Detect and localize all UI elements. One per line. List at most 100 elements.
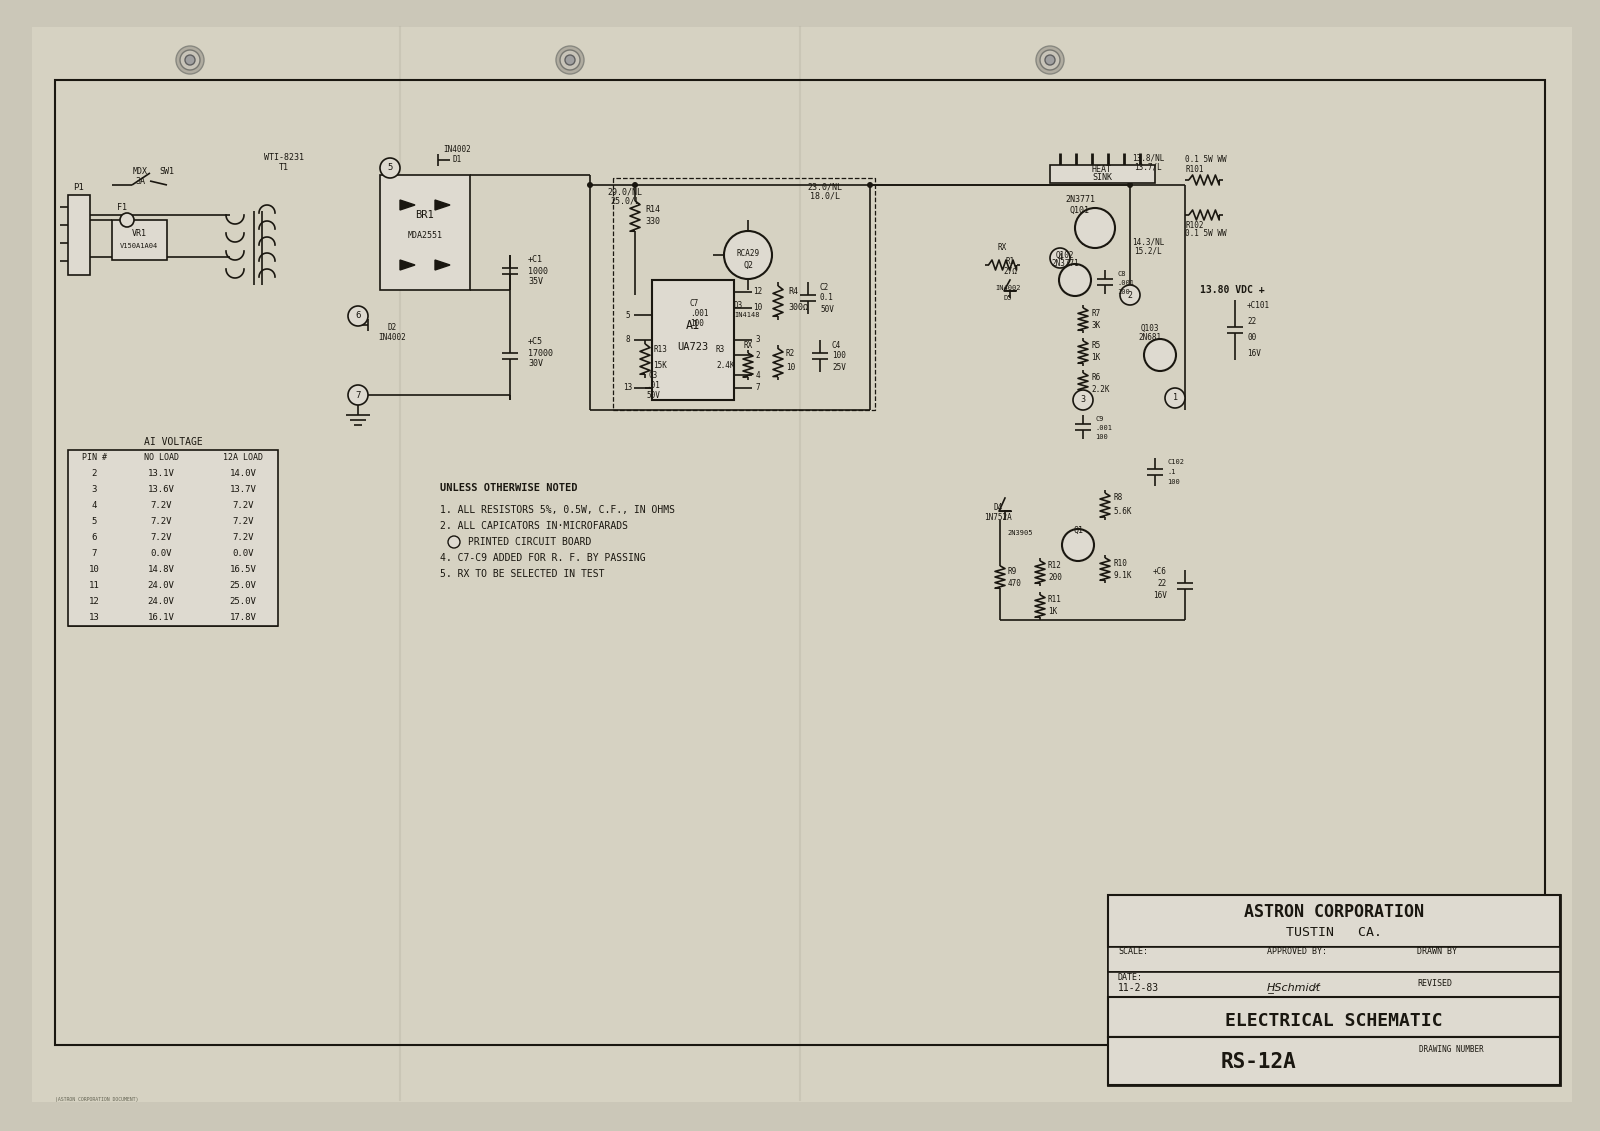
Text: 100: 100 [1117,290,1130,295]
Circle shape [867,182,874,188]
Text: 0.1 5W WW: 0.1 5W WW [1186,228,1227,238]
Text: 23.0/NL: 23.0/NL [808,182,843,191]
Bar [1107,972,1560,998]
Circle shape [565,55,574,64]
Circle shape [1074,390,1093,411]
Text: F1: F1 [117,204,126,213]
Text: .1: .1 [1166,469,1176,475]
Text: .001: .001 [690,310,709,319]
Bar [1107,1037,1560,1085]
Text: H̲Schmidt̸: H̲Schmidt̸ [1267,983,1320,993]
Bar [67,450,278,625]
Circle shape [179,50,200,70]
Text: C4: C4 [832,340,842,349]
Text: 13.80 VDC +: 13.80 VDC + [1200,285,1264,295]
Text: 1K: 1K [1091,354,1101,363]
Text: D5: D5 [1003,295,1013,301]
Text: C7: C7 [690,300,699,309]
Text: 3K: 3K [1091,320,1101,329]
Text: 16V: 16V [1154,592,1166,601]
Circle shape [1050,248,1070,268]
Text: 100: 100 [1166,480,1179,485]
Text: 3A: 3A [134,176,146,185]
Text: D2: D2 [387,323,397,333]
Text: BR1: BR1 [416,210,434,221]
Text: R4: R4 [787,287,798,296]
Text: 24.0V: 24.0V [147,597,174,606]
Text: SW1: SW1 [160,166,174,175]
Bar [400,0,600,1131]
Text: C3: C3 [648,371,658,380]
Text: 00: 00 [1246,334,1256,343]
Text: ELECTRICAL SCHEMATIC: ELECTRICAL SCHEMATIC [1226,1012,1443,1030]
Text: 330: 330 [645,217,661,226]
Text: 16.1V: 16.1V [147,613,174,622]
Circle shape [560,50,579,70]
Text: A1: A1 [686,319,701,333]
Text: 7: 7 [755,383,760,392]
Bar [67,195,90,275]
Text: 1N752A: 1N752A [984,513,1011,523]
Text: R3: R3 [717,345,725,354]
Bar [54,80,1546,1045]
Text: 16.5V: 16.5V [229,566,256,575]
Text: 2.4K: 2.4K [717,361,734,370]
Text: 3: 3 [1080,396,1085,405]
Text: 13.7V: 13.7V [229,485,256,494]
Text: R7: R7 [1091,309,1101,318]
Text: R101: R101 [1186,165,1203,174]
Text: 7.2V: 7.2V [232,501,254,510]
Text: PRINTED CIRCUIT BOARD: PRINTED CIRCUIT BOARD [467,537,592,547]
Text: 0.1 5W WW: 0.1 5W WW [1186,155,1227,164]
Text: D4: D4 [994,503,1003,512]
Text: IN4002: IN4002 [443,146,470,155]
Text: 7.2V: 7.2V [232,518,254,527]
Circle shape [1165,388,1186,408]
Text: 2. ALL CAPICATORS IN·MICROFARADS: 2. ALL CAPICATORS IN·MICROFARADS [440,521,627,530]
Text: 5.6K: 5.6K [1114,508,1131,517]
Text: 9.1K: 9.1K [1114,570,1131,579]
Text: 0.0V: 0.0V [232,550,254,559]
Text: T1: T1 [278,164,290,173]
Circle shape [1040,50,1059,70]
Text: 7: 7 [91,550,96,559]
Circle shape [1045,55,1054,64]
Text: 17.8V: 17.8V [229,613,256,622]
Text: C9: C9 [1094,416,1104,422]
Text: 14.8V: 14.8V [147,566,174,575]
Text: 30V: 30V [528,360,542,369]
Text: 2: 2 [755,351,760,360]
Text: 35V: 35V [528,277,542,286]
Polygon shape [435,200,450,210]
Text: HEAT: HEAT [1091,165,1112,174]
Polygon shape [400,200,414,210]
Text: 2N3771: 2N3771 [1051,259,1078,268]
Text: 12: 12 [754,287,763,296]
Polygon shape [400,260,414,270]
Text: 2: 2 [91,469,96,478]
Bar [653,280,734,400]
Text: 25V: 25V [832,363,846,371]
Text: +C6: +C6 [1154,568,1166,577]
Bar [1107,895,1560,947]
Text: 0.0V: 0.0V [150,550,171,559]
Text: 100: 100 [690,319,704,328]
Text: Q101: Q101 [1070,206,1090,215]
Circle shape [1075,208,1115,248]
Text: C2: C2 [819,283,829,292]
Text: 5: 5 [626,311,630,319]
Circle shape [381,158,400,178]
Text: 11-2-83: 11-2-83 [1118,983,1158,993]
Circle shape [349,385,368,405]
Text: 200: 200 [1048,573,1062,582]
Bar [112,221,166,260]
Text: 7.2V: 7.2V [150,501,171,510]
Text: +C101: +C101 [1246,301,1270,310]
Text: 12: 12 [88,597,99,606]
Text: 100: 100 [832,352,846,361]
Circle shape [176,46,205,74]
Text: RS-12A: RS-12A [1221,1052,1296,1072]
Text: REVISED: REVISED [1418,978,1453,987]
Text: 5: 5 [91,518,96,527]
Text: MDX: MDX [133,166,147,175]
